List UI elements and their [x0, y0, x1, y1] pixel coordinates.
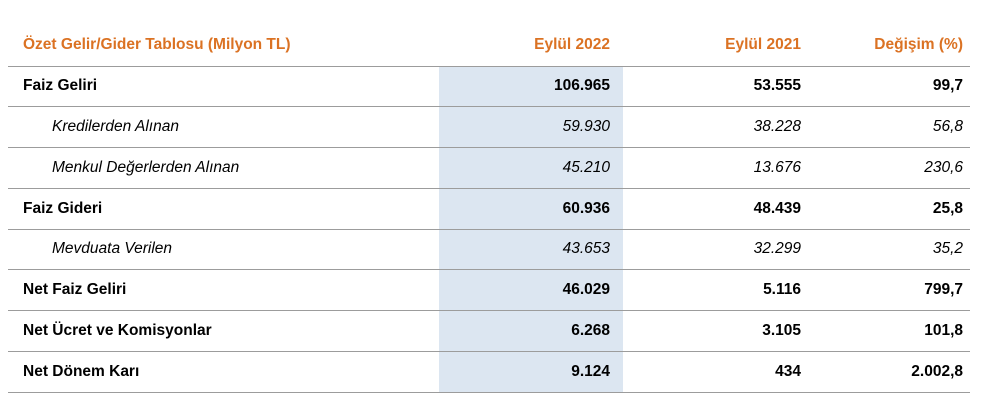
row-label: Net Ücret ve Komisyonlar: [8, 310, 439, 352]
row-label: Net Faiz Geliri: [8, 269, 439, 311]
value-degisim: 99,7: [813, 66, 970, 108]
column-header-eylul-2021: Eylül 2021: [623, 25, 813, 67]
value-eylul-2021: 48.439: [623, 188, 813, 230]
table-row-faiz-geliri: Faiz Geliri 106.965 53.555 99,7: [8, 66, 970, 108]
value-degisim: 56,8: [813, 106, 970, 148]
value-eylul-2022: 43.653: [439, 229, 623, 271]
value-degisim: 799,7: [813, 269, 970, 311]
value-eylul-2021: 3.105: [623, 310, 813, 352]
value-eylul-2021: 13.676: [623, 147, 813, 189]
value-eylul-2021: 434: [623, 351, 813, 393]
table-row-net-donem-kari: Net Dönem Karı 9.124 434 2.002,8: [8, 351, 970, 393]
row-label: Faiz Geliri: [8, 66, 439, 108]
value-eylul-2021: 5.116: [623, 269, 813, 311]
value-degisim: 2.002,8: [813, 351, 970, 393]
value-eylul-2022: 46.029: [439, 269, 623, 311]
value-eylul-2022: 106.965: [439, 66, 623, 108]
value-degisim: 230,6: [813, 147, 970, 189]
income-expense-summary-table: Özet Gelir/Gider Tablosu (Milyon TL) Eyl…: [8, 25, 970, 393]
column-header-degisim: Değişim (%): [813, 25, 970, 67]
row-label: Faiz Gideri: [8, 188, 439, 230]
value-degisim: 35,2: [813, 229, 970, 271]
table-row-mevduata-verilen: Mevduata Verilen 43.653 32.299 35,2: [8, 229, 970, 271]
row-label: Kredilerden Alınan: [8, 106, 439, 148]
value-eylul-2022: 60.936: [439, 188, 623, 230]
value-eylul-2022: 6.268: [439, 310, 623, 352]
table-row-kredilerden-alinan: Kredilerden Alınan 59.930 38.228 56,8: [8, 106, 970, 148]
table-row-faiz-gideri: Faiz Gideri 60.936 48.439 25,8: [8, 188, 970, 230]
value-eylul-2022: 9.124: [439, 351, 623, 393]
value-eylul-2022: 45.210: [439, 147, 623, 189]
table-row-net-ucret-ve-komisyonlar: Net Ücret ve Komisyonlar 6.268 3.105 101…: [8, 310, 970, 352]
header-row: Özet Gelir/Gider Tablosu (Milyon TL) Eyl…: [8, 25, 970, 67]
row-label: Menkul Değerlerden Alınan: [8, 147, 439, 189]
value-eylul-2021: 53.555: [623, 66, 813, 108]
value-degisim: 101,8: [813, 310, 970, 352]
value-eylul-2022: 59.930: [439, 106, 623, 148]
table-title: Özet Gelir/Gider Tablosu (Milyon TL): [8, 25, 439, 67]
income-statement-sheet: Özet Gelir/Gider Tablosu (Milyon TL) Eyl…: [8, 25, 970, 393]
row-label: Net Dönem Karı: [8, 351, 439, 393]
table-row-net-faiz-geliri: Net Faiz Geliri 46.029 5.116 799,7: [8, 269, 970, 311]
value-degisim: 25,8: [813, 188, 970, 230]
value-eylul-2021: 38.228: [623, 106, 813, 148]
row-label: Mevduata Verilen: [8, 229, 439, 271]
table-row-menkul-degerlerden-alinan: Menkul Değerlerden Alınan 45.210 13.676 …: [8, 147, 970, 189]
value-eylul-2021: 32.299: [623, 229, 813, 271]
column-header-eylul-2022: Eylül 2022: [439, 25, 623, 67]
